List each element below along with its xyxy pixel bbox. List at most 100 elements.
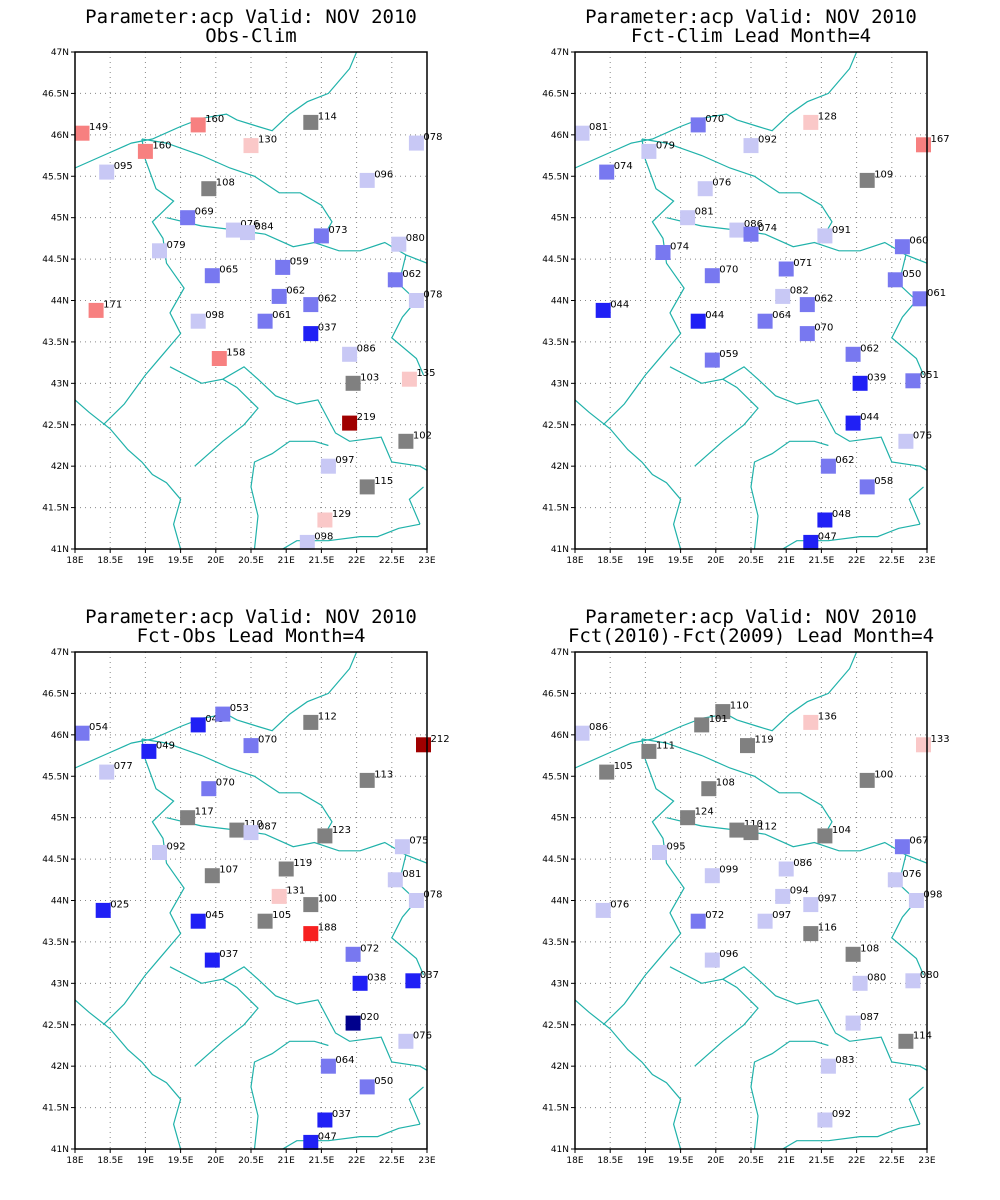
y-tick-label: 46.5N [542,89,569,99]
station-marker [905,373,921,389]
station-marker [820,458,836,474]
station-value-label: 062 [835,455,854,466]
station-value-label: 110 [744,819,763,830]
x-tick-label: 20.5E [238,556,264,566]
border-line [75,399,182,549]
border-line [141,738,333,835]
station-marker [595,302,611,318]
station-marker [345,946,361,962]
station-marker [757,913,773,929]
border-line [75,652,358,769]
station-marker [88,302,104,318]
station-value-label: 074 [670,242,689,253]
border-line [575,399,682,549]
station-marker [190,717,206,733]
station-marker [912,291,928,307]
station-marker [240,225,255,241]
station-marker [201,781,217,797]
station-value-label: 037 [332,1109,351,1120]
station-marker [303,114,319,130]
border-line [250,1040,329,1149]
x-tick-label: 22.5E [379,556,405,566]
y-tick-label: 47N [551,48,569,58]
station-marker [845,415,861,431]
station-value-label: 079 [167,240,186,251]
x-tick-label: 19.5E [668,556,694,566]
x-tick-label: 19.5E [168,1156,194,1166]
station-value-label: 076 [610,899,629,910]
x-tick-label: 18.5E [597,1156,623,1166]
station-value-label: 091 [832,225,851,236]
station-marker [852,375,868,391]
station-value-label: 128 [818,111,837,122]
station-marker [359,479,375,495]
y-tick-label: 42N [51,462,69,472]
station-value-label: 078 [423,132,442,143]
station-marker [317,512,333,528]
station-marker [803,897,819,913]
station-marker [275,259,291,275]
station-value-label: 086 [357,343,376,354]
station-value-label: 114 [318,111,337,122]
y-tick-label: 45N [51,814,69,824]
border-line [141,138,333,235]
station-marker [345,1015,361,1031]
x-tick-label: 18.5E [97,556,123,566]
station-marker [243,138,259,154]
y-tick-label: 41N [51,545,69,555]
station-marker [852,975,868,991]
station-marker [916,137,931,153]
x-tick-label: 20.5E [738,556,764,566]
station-marker [359,772,375,788]
y-tick-label: 45.5N [42,772,69,782]
station-marker [574,725,590,741]
station-marker [74,125,90,141]
y-tick-label: 43N [551,979,569,989]
x-tick-label: 20E [707,1156,724,1166]
station-value-label: 112 [758,822,777,833]
station-marker [729,822,745,838]
x-tick-label: 20.5E [238,1156,264,1166]
station-marker [690,913,706,929]
station-marker [641,743,657,759]
plot-frame [574,651,928,1150]
x-tick-label: 23E [918,556,935,566]
station-value-label: 076 [240,219,259,230]
station-value-label: 160 [205,114,224,125]
border-line [194,978,259,1067]
x-tick-label: 22E [848,556,865,566]
station-value-label: 044 [860,412,879,423]
station-marker [398,433,414,449]
station-value-label: 115 [374,476,393,487]
y-tick-label: 43N [51,979,69,989]
station-value-label: 062 [814,294,833,305]
x-tick-label: 22E [348,1156,365,1166]
station-value-label: 096 [374,169,393,180]
plot-frame [74,51,428,550]
station-marker [243,825,259,841]
border-line [408,486,424,525]
station-value-label: 037 [318,323,337,334]
station-value-label: 069 [195,207,214,218]
station-marker [201,181,217,197]
station-marker [74,725,90,741]
station-marker [743,138,759,154]
station-value-label: 065 [219,265,238,276]
station-marker [271,288,287,304]
x-tick-label: 22E [348,556,365,566]
border-line [641,138,833,235]
x-tick-label: 20.5E [738,1156,764,1166]
y-tick-label: 42.5N [42,1021,69,1031]
station-marker [680,210,696,226]
station-marker [757,313,773,329]
x-tick-label: 19E [637,556,654,566]
chart-subtitle: Fct-Obs Lead Month=4 [137,625,366,647]
station-value-label: 112 [318,711,337,722]
station-marker [820,1058,836,1074]
chart-title: Parameter:acp Valid: NOV 2010 [85,606,417,628]
station-value-label: 037 [420,970,439,981]
station-value-label: 081 [695,207,714,218]
station-marker [229,822,245,838]
